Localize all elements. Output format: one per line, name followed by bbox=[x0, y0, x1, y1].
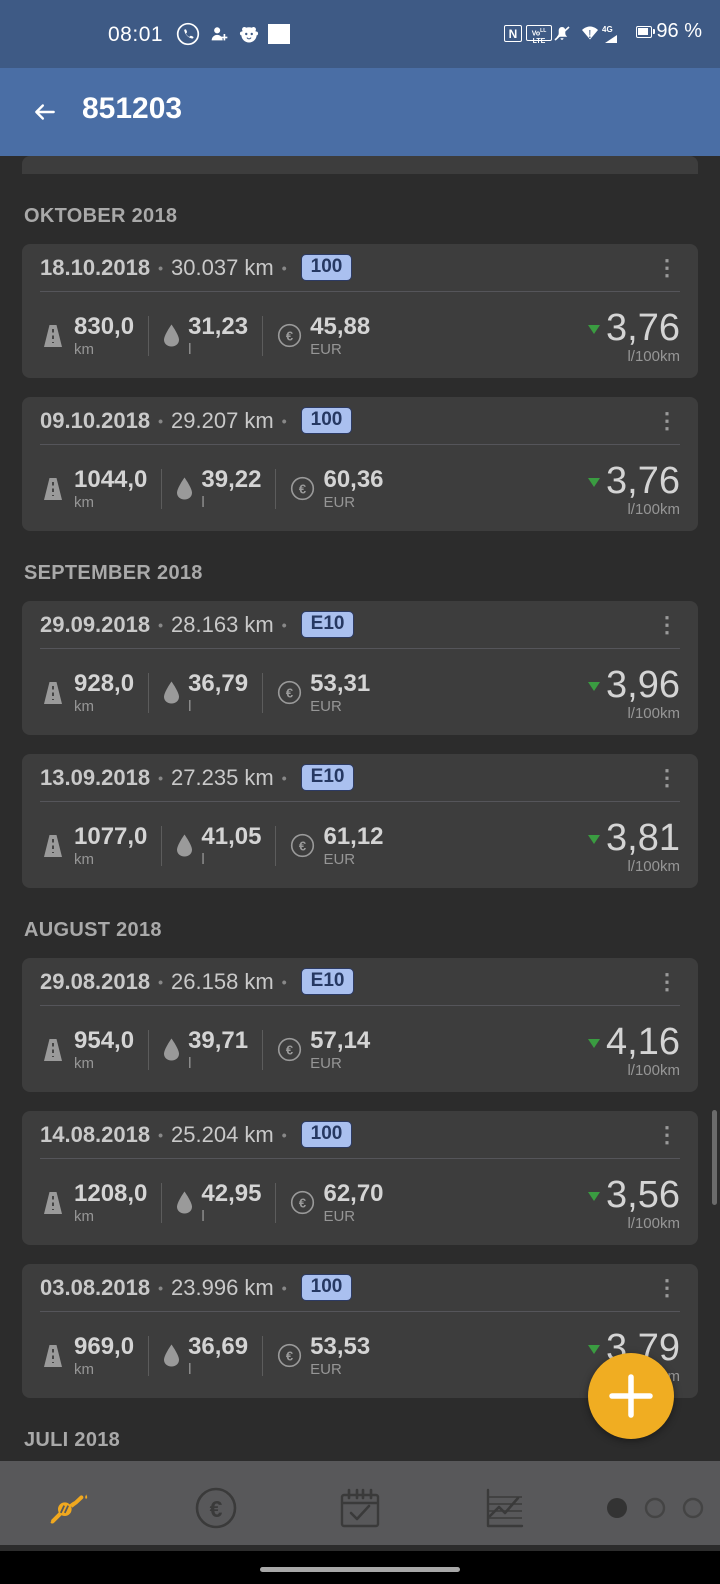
svg-text:€: € bbox=[286, 1043, 293, 1058]
svg-text:€: € bbox=[286, 329, 293, 344]
svg-text:€: € bbox=[299, 482, 306, 497]
svg-text:€: € bbox=[299, 1196, 306, 1211]
svg-text:€: € bbox=[286, 686, 293, 701]
svg-text:€: € bbox=[210, 1496, 223, 1522]
svg-text:€: € bbox=[286, 1349, 293, 1364]
svg-text:€: € bbox=[299, 839, 306, 854]
svg-text:4G: 4G bbox=[602, 25, 613, 34]
